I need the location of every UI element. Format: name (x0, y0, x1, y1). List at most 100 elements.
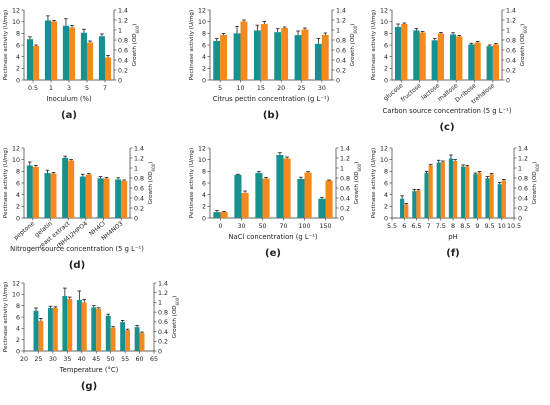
left-axis-title: Pectinase activity (U/mg) (189, 148, 195, 218)
x-tick-label: 8 (451, 223, 455, 230)
right-tick-label: 0.4 (340, 195, 350, 202)
pectinase-bar (105, 315, 111, 351)
growth-bar (33, 46, 40, 80)
pectinase-bar (44, 173, 51, 218)
right-tick-label: 0.8 (118, 37, 128, 44)
x-tick-label: 20 (20, 356, 28, 363)
growth-bar (404, 204, 409, 218)
right-tick-label: 1.4 (518, 145, 528, 152)
pectinase-bar (213, 212, 221, 218)
growth-bar (110, 327, 116, 351)
left-tick-label: 8 (202, 169, 206, 176)
growth-bar (325, 180, 333, 218)
pectinase-bar (486, 46, 493, 80)
left-tick-label: 2 (16, 337, 20, 344)
growth-bar (301, 29, 309, 80)
x-tick-label: 6 (402, 223, 406, 230)
x-tick-label: 50 (258, 223, 266, 230)
x-tick-label: 0 (218, 223, 222, 230)
pectinase-bar (62, 25, 69, 80)
growth-bar (428, 165, 433, 218)
growth-bar (241, 193, 249, 218)
x-tick-label: 45 (92, 356, 100, 363)
left-tick-label: 0 (202, 215, 206, 222)
pectinase-bar (79, 176, 86, 218)
x-tick-label: 15 (257, 85, 265, 92)
left-axis-title: Pectinase activity (U/mg) (371, 148, 377, 218)
right-tick-label: 0.2 (134, 205, 144, 212)
left-tick-label: 4 (384, 192, 388, 199)
left-tick-label: 8 (16, 169, 20, 176)
pectinase-bar (461, 166, 466, 218)
growth-bar (456, 36, 463, 80)
right-tick-label: 1.2 (518, 155, 528, 162)
pectinase-bar (33, 310, 39, 351)
right-axis-title: Growth (OD600) (148, 162, 156, 205)
x-tick-label: 10 (236, 85, 244, 92)
pectinase-bar (294, 35, 302, 80)
left-tick-label: 10 (12, 157, 20, 164)
right-tick-label: 0.6 (134, 185, 144, 192)
left-tick-label: 4 (384, 54, 388, 61)
left-tick-label: 12 (198, 7, 206, 14)
pectinase-bar (213, 40, 221, 80)
right-tick-label: 0.4 (158, 329, 168, 336)
pectinase-bar (297, 178, 305, 218)
growth-bar (67, 299, 73, 351)
growth-bar (283, 158, 291, 218)
left-tick-label: 12 (380, 7, 388, 14)
x-tick-label: 7 (103, 85, 107, 92)
growth-bar (68, 160, 75, 218)
pectinase-bar (400, 198, 405, 218)
growth-bar (81, 302, 87, 351)
right-tick-label: 1 (340, 165, 344, 172)
pectinase-bar (448, 158, 453, 218)
x-tick-label: 70 (279, 223, 287, 230)
pectinase-bar (234, 174, 242, 218)
chart-panel-1: 0 2 4 6 8 10 12 0 0.2 0.4 0.6 0.8 1 1.2 1.4 Pectinase a… (3, 7, 140, 121)
pectinase-bar (91, 307, 97, 351)
pectinase-bar (276, 155, 284, 218)
left-tick-label: 0 (16, 77, 20, 84)
panel-label: (e) (265, 248, 281, 259)
left-tick-label: 0 (384, 77, 388, 84)
x-tick-label: 0.5 (28, 85, 38, 92)
pectinase-bar (44, 20, 51, 80)
growth-bar (262, 178, 270, 218)
right-tick-label: 0.4 (336, 57, 346, 64)
growth-bar (501, 180, 506, 218)
right-tick-label: 0 (340, 215, 344, 222)
growth-bar (281, 28, 289, 80)
right-tick-label: 1.4 (506, 7, 516, 14)
x-tick-label: 5 (85, 85, 89, 92)
growth-bar (38, 320, 44, 351)
x-tick-label: 30 (49, 356, 57, 363)
panel-label: (a) (61, 110, 77, 121)
x-tick-label: 7.5 (436, 223, 446, 230)
x-tick-label: 10 (498, 223, 506, 230)
panel-label: (b) (263, 110, 279, 121)
left-tick-label: 4 (202, 54, 206, 61)
growth-bar (125, 330, 131, 351)
left-tick-label: 10 (198, 19, 206, 26)
chart-panel-6: 0 2 4 6 8 10 12 0 0.2 0.4 0.6 0.8 1 1.2 1.4 Pectinase a… (371, 145, 540, 259)
x-tick-label: 20 (277, 85, 285, 92)
right-tick-label: 0 (134, 215, 138, 222)
x-tick-label: 9.5 (485, 223, 495, 230)
pectinase-bar (98, 36, 105, 80)
right-tick-label: 0.6 (336, 47, 346, 54)
x-axis-title: pH (448, 233, 457, 241)
left-tick-label: 0 (384, 215, 388, 222)
left-tick-label: 2 (202, 204, 206, 211)
pectinase-bar (26, 39, 33, 80)
right-tick-label: 1 (336, 27, 340, 34)
left-tick-label: 12 (198, 145, 206, 152)
panel-label: (c) (439, 122, 454, 133)
x-tick-label: 65 (150, 356, 158, 363)
right-tick-label: 0 (158, 348, 162, 355)
right-tick-label: 1.4 (134, 145, 144, 152)
growth-bar (416, 190, 421, 218)
left-tick-label: 10 (380, 157, 388, 164)
x-tick-label: 7 (427, 223, 431, 230)
left-tick-label: 6 (202, 180, 206, 187)
